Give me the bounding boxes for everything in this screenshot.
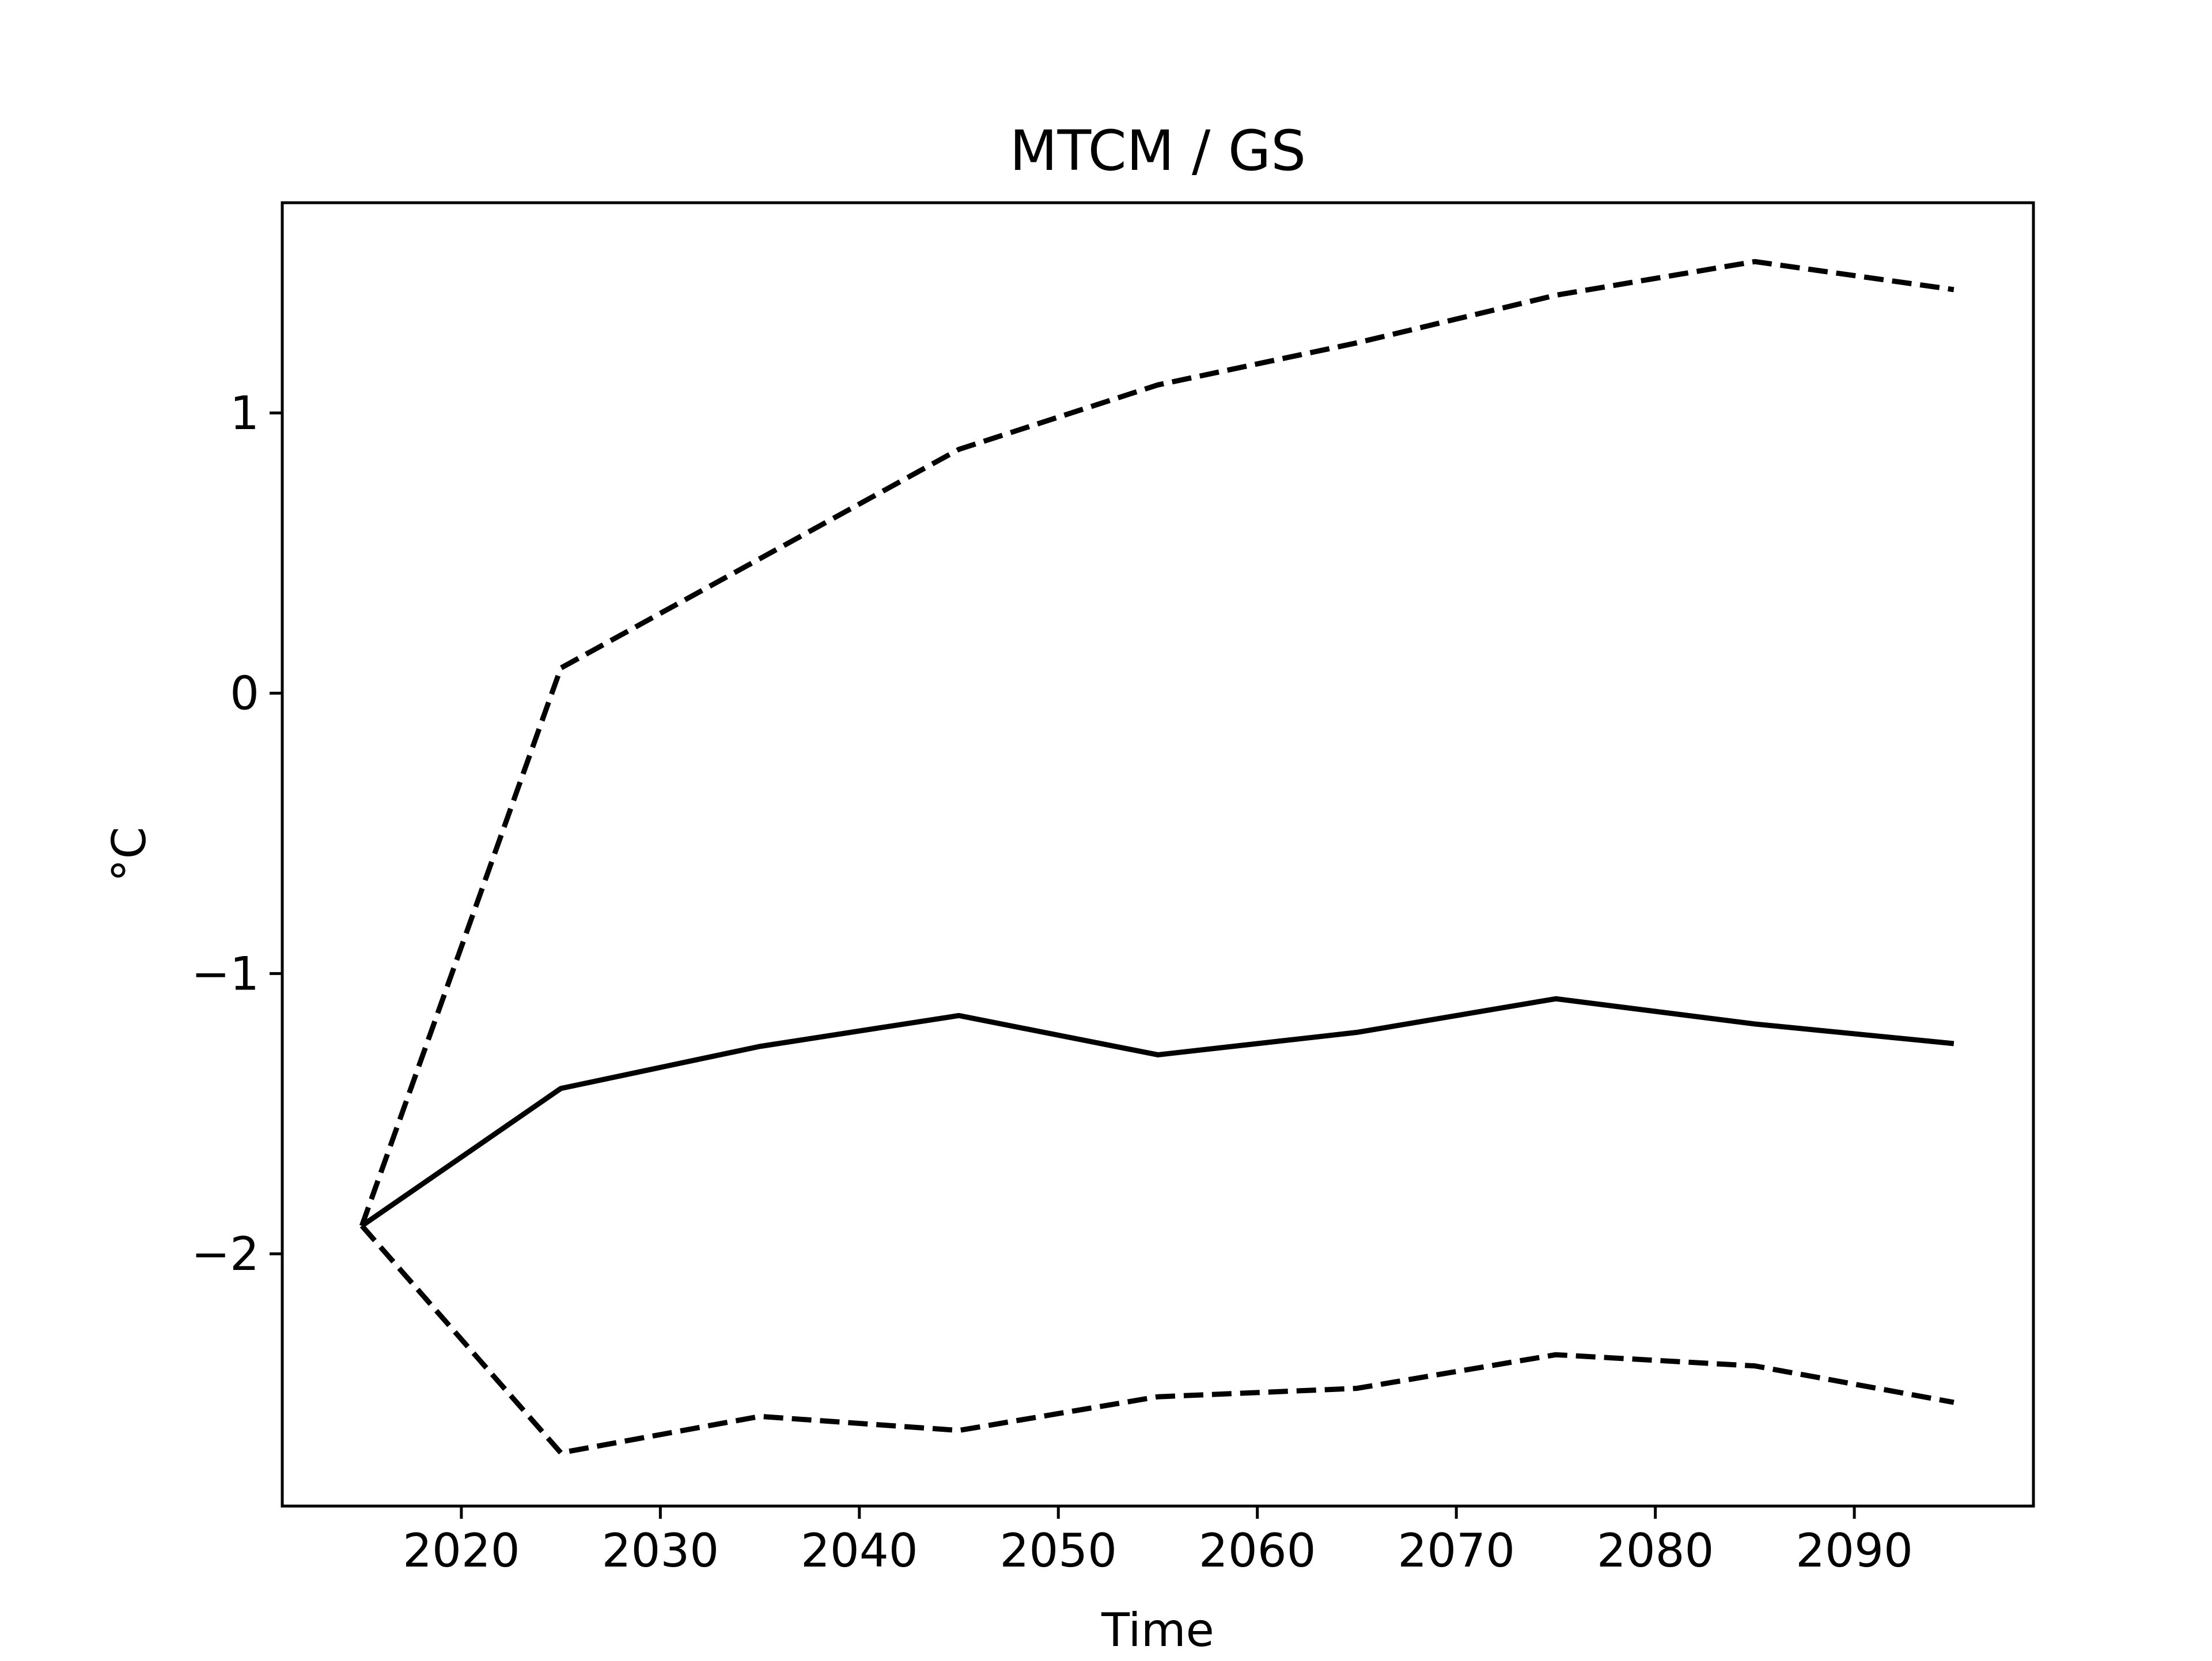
x-tick-label: 2090 [1796,1524,1913,1577]
y-tick-label: 0 [230,667,259,720]
y-tick-label: −2 [191,1227,259,1281]
x-tick-label: 2070 [1397,1524,1515,1577]
chart-title: MTCM / GS [1010,119,1306,183]
y-tick-label: 1 [230,386,259,440]
plot-frame [281,201,2035,1508]
y-tick-label: −1 [191,947,259,1000]
y-axis-label: °C [103,827,156,882]
series-line-mean [360,996,1955,1228]
x-tick-label: 2040 [801,1524,918,1577]
x-axis-label: Time [1101,1603,1214,1657]
x-tick-label: 2080 [1597,1524,1714,1577]
x-tick-label: 2030 [602,1524,719,1577]
series-line-lower-bound [359,1224,1955,1456]
x-tick-label: 2020 [403,1524,520,1577]
x-tick-label: 2060 [1199,1524,1316,1577]
y-axis-ticks: 1 0 −1 −2 [191,386,282,1281]
series-layer [359,259,1955,1456]
x-axis-ticks: 2020 2030 2040 2050 2060 2070 2080 2090 [403,1506,1913,1577]
x-tick-label: 2050 [999,1524,1117,1577]
series-line-upper-bound [359,259,1955,1227]
